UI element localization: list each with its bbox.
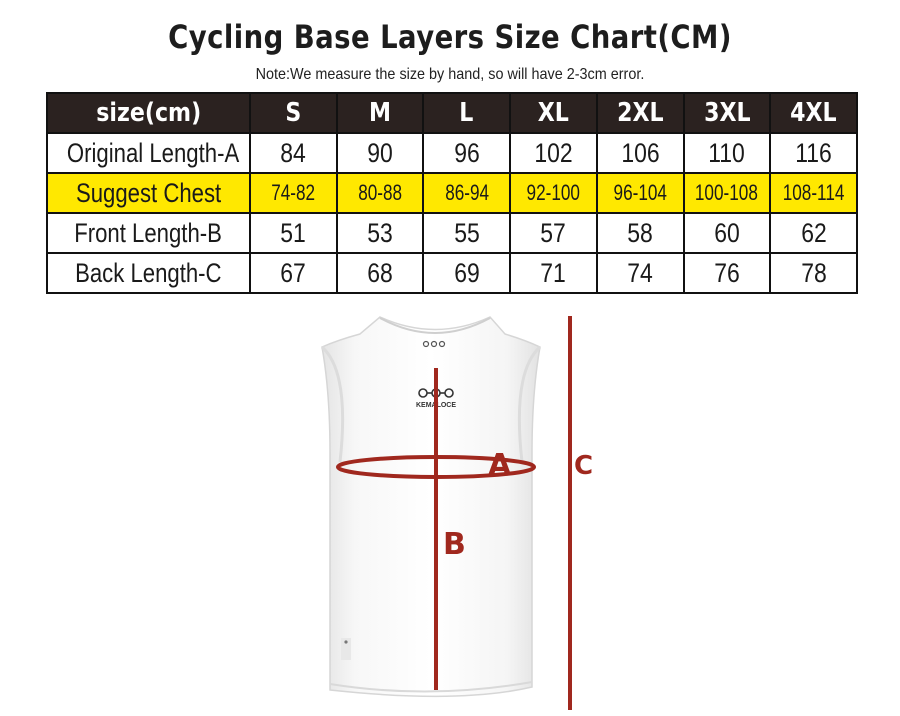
table-cell: 62 <box>769 212 858 254</box>
table-cell: 96 <box>422 132 512 174</box>
table-row-highlighted: Suggest Chest 74-82 80-88 86-94 92-100 9… <box>46 172 858 214</box>
header-l: L <box>422 92 512 134</box>
neck-logo-icon <box>422 340 446 348</box>
table-cell: 60 <box>682 212 772 254</box>
table-cell: 100-108 <box>682 172 772 214</box>
table-cell: 53 <box>335 212 425 254</box>
table-cell: 108-114 <box>769 172 858 214</box>
header-s: S <box>249 92 338 134</box>
size-chart-table: size(cm) S M L XL 2XL 3XL 4XL Original L… <box>46 92 858 294</box>
table-cell: 68 <box>335 252 425 294</box>
vest-neckline <box>379 317 491 334</box>
header-2xl: 2XL <box>595 92 685 134</box>
table-cell: 92-100 <box>509 172 598 214</box>
table-cell: 80-88 <box>335 172 425 214</box>
table-row: Front Length-B 51 53 55 57 58 60 62 <box>46 212 858 254</box>
header-4xl: 4XL <box>769 92 858 134</box>
row-label: Front Length-B <box>46 212 251 254</box>
table-cell: 74-82 <box>249 172 338 214</box>
table-header-row: size(cm) S M L XL 2XL 3XL 4XL <box>46 92 858 134</box>
row-label: Suggest Chest <box>46 172 251 214</box>
table-cell: 74 <box>595 252 685 294</box>
table-cell: 90 <box>335 132 425 174</box>
hem-tag-icon <box>341 638 351 660</box>
table-cell: 110 <box>682 132 772 174</box>
row-label: Back Length-C <box>46 252 251 294</box>
table-cell: 58 <box>595 212 685 254</box>
table-cell: 57 <box>509 212 598 254</box>
table-cell: 69 <box>422 252 512 294</box>
row-label: Original Length-A <box>46 132 251 174</box>
base-layer-diagram: KEMALOCE A B C <box>320 316 593 710</box>
header-3xl: 3XL <box>682 92 772 134</box>
table-cell: 102 <box>509 132 598 174</box>
label-c: C <box>574 451 593 481</box>
measurement-note: Note:We measure the size by hand, so wil… <box>255 66 645 83</box>
table-cell: 76 <box>682 252 772 294</box>
table-row: Back Length-C 67 68 69 71 74 76 78 <box>46 252 858 294</box>
label-b: B <box>443 527 466 562</box>
table-cell: 96-104 <box>595 172 685 214</box>
brand-logo-icon <box>418 388 454 398</box>
table-row: Original Length-A 84 90 96 102 106 110 1… <box>46 132 858 174</box>
table-cell: 106 <box>595 132 685 174</box>
table-cell: 67 <box>249 252 338 294</box>
table-cell: 84 <box>249 132 338 174</box>
table-cell: 78 <box>769 252 858 294</box>
table-cell: 86-94 <box>422 172 512 214</box>
header-m: M <box>335 92 425 134</box>
header-size: size(cm) <box>46 92 251 134</box>
vest-shape <box>321 316 541 698</box>
table-cell: 55 <box>422 212 512 254</box>
table-cell: 51 <box>249 212 338 254</box>
table-cell: 116 <box>769 132 858 174</box>
table-cell: 71 <box>509 252 598 294</box>
page-title: Cycling Base Layers Size Chart(CM) <box>168 18 732 56</box>
label-a: A <box>488 448 512 483</box>
header-xl: XL <box>509 92 598 134</box>
